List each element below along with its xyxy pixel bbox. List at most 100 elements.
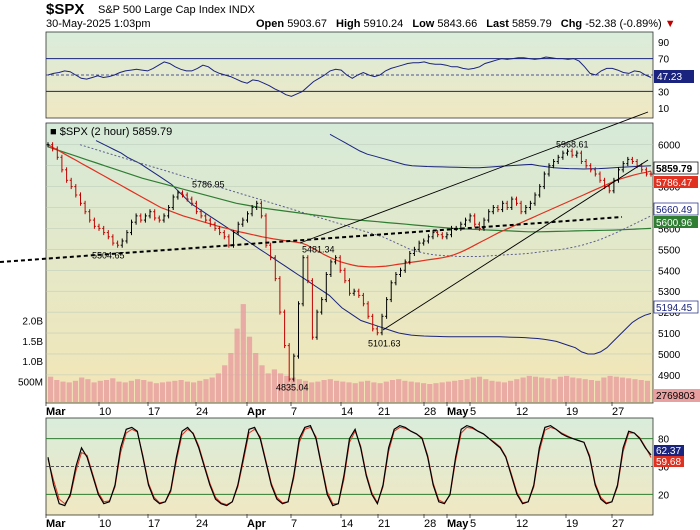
price-legend: ■ $SPX (2 hour) 5859.79 — [50, 126, 172, 138]
volume-bar — [296, 379, 302, 402]
volume-bar — [141, 380, 147, 402]
stoch-k-box — [654, 445, 684, 456]
green-ma-line — [47, 146, 652, 233]
price-panel: 6000590058005700560055005400530052005100… — [0, 111, 700, 404]
index-name: S&P 500 Large Cap Index INDX — [98, 4, 256, 16]
x-axis-label: 17 — [148, 406, 160, 418]
volume-bar — [72, 380, 79, 402]
volume-bar — [234, 328, 240, 402]
symbol: $SPX — [46, 1, 84, 18]
volume-bar — [371, 382, 377, 402]
volume-bar — [290, 377, 296, 402]
volume-bar — [309, 382, 315, 402]
volume-bar — [626, 378, 632, 402]
volume-bar — [607, 375, 613, 402]
volume-bar — [271, 369, 277, 402]
volume-bar — [501, 382, 507, 402]
volume-bar — [582, 379, 588, 402]
volume-bar — [508, 380, 514, 402]
price-y-label: 5600 — [658, 224, 681, 235]
volume-bar — [147, 381, 153, 402]
volume-bar — [408, 381, 414, 402]
x-axis-label: 10 — [99, 518, 111, 530]
volume-bar — [433, 383, 439, 402]
volume-bar — [551, 379, 557, 402]
price-annotation: 5786.95 — [192, 179, 225, 189]
x-axis-label: 7 — [291, 406, 297, 418]
price-annotation: 5968.61 — [556, 139, 589, 149]
volume-bar — [495, 381, 501, 402]
bb-dotted-line — [79, 144, 652, 257]
price-y-label: 5400 — [658, 266, 681, 277]
navy-ma-line — [95, 140, 652, 355]
volume-y-label: 1.0B — [22, 357, 43, 368]
volume-bar — [601, 377, 607, 402]
rsi-line — [47, 56, 652, 97]
upper-channel-line — [299, 111, 649, 244]
volume-current-box — [654, 389, 700, 402]
volume-bar — [638, 380, 644, 402]
volume-bar — [302, 380, 309, 402]
rsi-current-box — [654, 70, 694, 83]
x-axis-label: Mar — [46, 518, 66, 530]
stochastic-panel: 80 50 20 62.37 59.68 — [45, 417, 684, 516]
volume-bar — [427, 384, 433, 402]
right-label: 5660.49 — [656, 205, 693, 216]
volume-bar — [476, 376, 483, 402]
rsi-y-label: 70 — [658, 55, 670, 66]
x-axis-label: 14 — [341, 406, 353, 418]
volume-bar — [470, 377, 476, 402]
volume-bar — [259, 365, 265, 402]
volume-bar — [383, 381, 389, 402]
volume-bar — [135, 379, 141, 402]
volume-bar — [619, 377, 626, 402]
price-y-label: 6000 — [658, 141, 681, 152]
x-axis-label: 5 — [470, 518, 476, 530]
volume-bar — [128, 380, 134, 402]
volume-bar — [184, 381, 190, 402]
right-label: 5859.79 — [656, 164, 693, 175]
volume-bar — [396, 379, 402, 402]
x-axis-label: 12 — [516, 406, 528, 418]
stoch-k-value: 62.37 — [656, 446, 681, 457]
x-axis-label: 12 — [516, 518, 528, 530]
right-label-box — [653, 202, 699, 216]
volume-bar — [365, 380, 371, 402]
volume-bar — [613, 376, 619, 402]
volume-bar — [253, 353, 259, 402]
volume-bar — [557, 376, 563, 402]
volume-bar — [54, 380, 60, 402]
x-axis-label: 21 — [378, 518, 390, 530]
volume-bar — [178, 380, 184, 402]
price-bars — [46, 142, 653, 382]
volume-bar — [489, 380, 495, 402]
volume-bar — [532, 376, 539, 402]
price-y-label: 5300 — [658, 287, 681, 298]
price-annotation: 4835.04 — [276, 383, 309, 393]
volume-bar — [414, 382, 420, 402]
volume-y-label: 500M — [18, 378, 43, 389]
volume-bar — [222, 365, 228, 402]
volume-bar — [321, 380, 327, 402]
volume-current-value: 2769803 — [656, 391, 695, 402]
volume-bar — [402, 380, 408, 402]
volume-bar — [458, 380, 464, 402]
rsi-current-value: 47.23 — [657, 72, 682, 83]
volume-bar — [445, 381, 452, 402]
datetime: 30-May-2025 1:03pm — [46, 18, 151, 30]
volume-bar — [66, 382, 72, 402]
x-axis-label: 24 — [196, 406, 208, 418]
volume-bar — [228, 353, 234, 402]
price-y-label: 5100 — [658, 329, 681, 340]
ohlc-readout: Open 5903.67 High 5910.24 Low 5843.66 La… — [256, 18, 676, 30]
volume-bar — [265, 373, 271, 402]
stoch-y-label: 20 — [658, 490, 670, 501]
price-y-label: 5000 — [658, 350, 681, 361]
volume-bar — [346, 382, 352, 402]
price-annotation: 5101.63 — [368, 339, 401, 349]
volume-bar — [520, 377, 526, 402]
navy-upper-line — [329, 133, 652, 170]
dashed-trendline — [0, 216, 623, 263]
right-label-box — [653, 300, 699, 314]
